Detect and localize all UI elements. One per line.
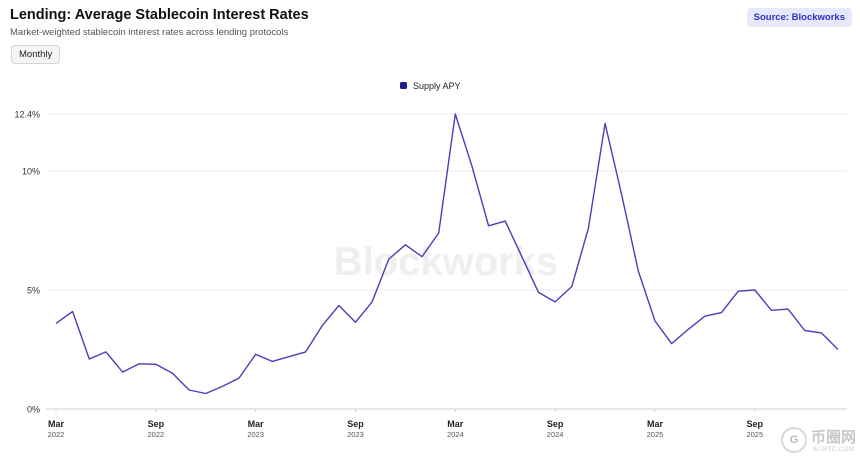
logo-subtext: ALIBTC.COM — [812, 447, 855, 453]
chart-title: Lending: Average Stablecoin Interest Rat… — [10, 7, 309, 23]
corner-logo: G 币圈网 ALIBTC.COM — [780, 426, 856, 453]
y-tick-label: 5% — [27, 286, 40, 296]
y-tick-label: 12.4% — [14, 110, 40, 120]
x-tick-label-month: Sep — [347, 419, 364, 429]
x-tick-label-year: 2023 — [347, 430, 364, 439]
series-line-supply-apy — [55, 113, 839, 395]
x-tick-label-month: Sep — [148, 419, 165, 429]
source-badge[interactable]: Source: Blockworks — [746, 8, 852, 27]
x-tick-label-year: 2024 — [447, 430, 464, 439]
legend-label: Supply APY — [413, 81, 461, 91]
x-tick-label-month: Mar — [48, 419, 65, 429]
y-tick-label: 0% — [27, 405, 40, 415]
x-tick-label-year: 2024 — [547, 430, 564, 439]
x-tick-label-month: Sep — [547, 419, 564, 429]
logo-mark-icon: G — [780, 426, 807, 453]
x-tick-label-year: 2025 — [746, 430, 763, 439]
x-tick-label-month: Mar — [647, 419, 664, 429]
x-tick-label-year: 2022 — [48, 430, 65, 439]
watermark-text: Blockworks — [334, 240, 559, 284]
x-tick-label-year: 2022 — [147, 430, 164, 439]
x-tick-label-month: Mar — [248, 419, 265, 429]
chart-subtitle: Market-weighted stablecoin interest rate… — [10, 27, 289, 38]
legend-marker — [400, 82, 407, 89]
logo-text: 币圈网 — [810, 428, 856, 446]
x-tick-label-month: Sep — [747, 419, 764, 429]
y-tick-label: 10% — [22, 167, 40, 177]
x-tick-label-year: 2025 — [647, 430, 664, 439]
period-button[interactable]: Monthly — [11, 45, 61, 64]
x-tick-label-month: Mar — [447, 419, 464, 429]
x-tick-label-year: 2023 — [247, 430, 264, 439]
